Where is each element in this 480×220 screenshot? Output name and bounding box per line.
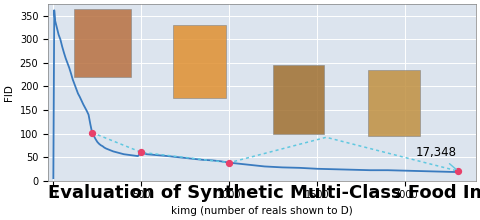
- X-axis label: kimg (number of reals shown to D): kimg (number of reals shown to D): [171, 206, 353, 216]
- Bar: [369, 70, 420, 136]
- Text: 17,348: 17,348: [416, 146, 457, 169]
- Point: [455, 169, 462, 173]
- Point: [138, 150, 145, 154]
- Y-axis label: FID: FID: [4, 84, 14, 101]
- Point: [88, 131, 96, 134]
- Bar: [74, 9, 131, 77]
- Bar: [173, 25, 226, 98]
- Bar: [274, 65, 324, 134]
- Point: [226, 161, 233, 164]
- Text: Evaluation of Synthetic Multi-Class Food Images o: Evaluation of Synthetic Multi-Class Food…: [48, 184, 480, 202]
